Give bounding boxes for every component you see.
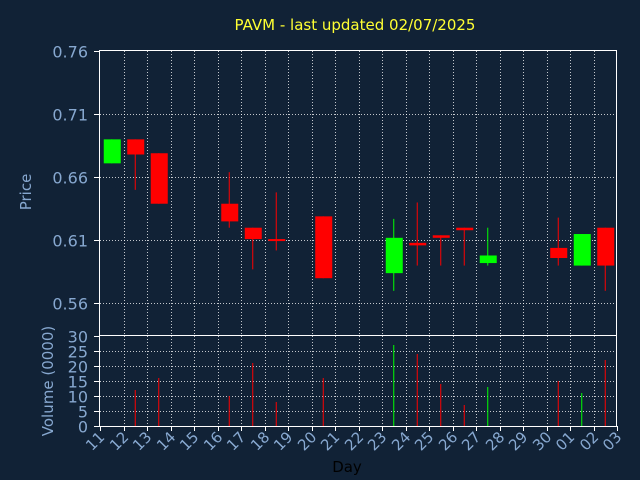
candle-body (432, 235, 450, 238)
price-tick-label: 0.61 (52, 232, 88, 251)
price-tick-label: 0.71 (52, 106, 88, 125)
price-candles (103, 139, 615, 291)
price-tick-label: 0.66 (52, 169, 88, 188)
volume-tick-label: 10 (68, 388, 88, 407)
candle-body (268, 239, 286, 242)
candle-body (385, 237, 403, 274)
volume-bars (134, 345, 606, 426)
volume-tick-label: 0 (78, 418, 88, 437)
candle-body (244, 227, 262, 240)
volume-tick-label: 25 (68, 343, 88, 362)
x-axis-label: Day (332, 458, 362, 476)
volume-axis-label: Volume (0000) (39, 326, 57, 436)
candle-body (573, 234, 591, 266)
candle-body (315, 216, 333, 279)
candle-body (150, 153, 168, 204)
volume-tick-label: 20 (68, 358, 88, 377)
volume-tick-label: 30 (68, 328, 88, 347)
candle-body (221, 203, 239, 222)
price-tick-label: 0.56 (52, 295, 88, 314)
price-panel-grid (100, 51, 616, 335)
candle-body (103, 139, 121, 164)
price-y-ticks: 0.76 0.71 0.66 0.61 0.56 (52, 43, 100, 314)
price-tick-label: 0.76 (52, 43, 88, 62)
volume-tick-label: 5 (78, 403, 88, 422)
candle-body (127, 139, 145, 155)
candle-body (456, 227, 474, 231)
candle-body (550, 247, 568, 259)
candle-body (409, 242, 427, 246)
candle-body (479, 255, 497, 264)
volume-tick-label: 15 (68, 373, 88, 392)
day-x-ticks: 1112131415161718192021222324252627282930… (82, 426, 625, 454)
chart-title: PAVM - last updated 02/07/2025 (235, 16, 476, 34)
price-axis-label: Price (17, 174, 35, 211)
volume-panel-grid (100, 336, 616, 426)
candle-body (597, 227, 615, 266)
